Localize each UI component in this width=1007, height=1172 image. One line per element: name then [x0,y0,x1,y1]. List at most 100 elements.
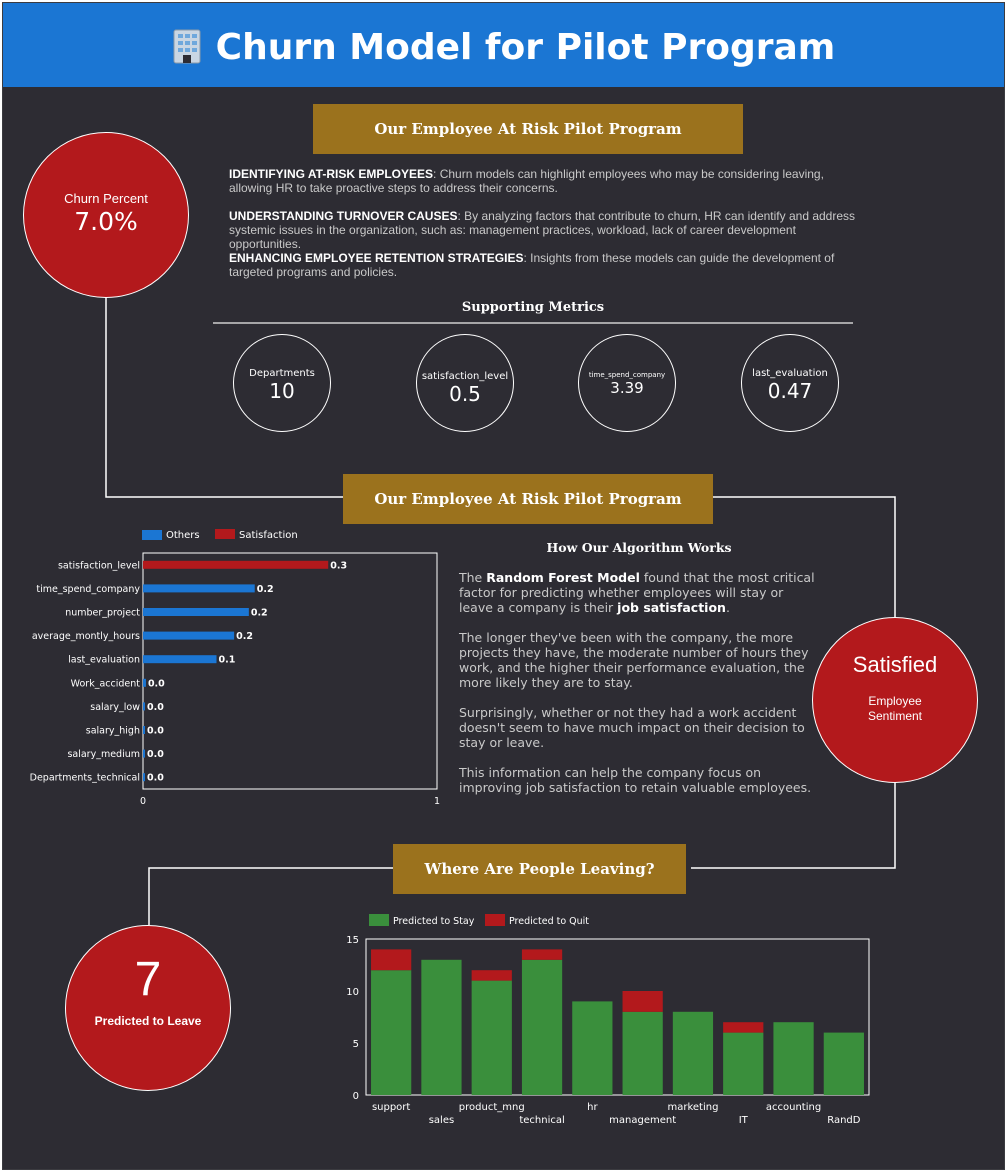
bar-average_montly_hours [143,631,235,640]
metric-departments: Departments 10 [233,334,331,432]
bar-stay-accounting [773,1022,814,1095]
x-tick-product_mng: product_mng [459,1102,525,1113]
data-label-salary_medium: 0.0 [147,749,164,760]
x-tick-technical: technical [519,1115,564,1126]
data-label-Work_accident: 0.0 [148,678,165,689]
bar-stay-sales [421,959,462,1095]
tick-label-salary_high: salary_high [86,726,140,737]
x-tick-management: management [609,1115,676,1126]
bar-satisfaction_level [143,560,329,569]
algorithm-paragraph-2: The longer they've been with the company… [459,630,809,690]
bar-quit-support [371,949,412,971]
metric-satisfaction-level: satisfaction_level 0.5 [416,334,514,432]
x-tick-marketing: marketing [667,1102,718,1113]
bar-salary_high [143,726,145,734]
metric-last-evaluation: last_evaluation 0.47 [741,334,839,432]
x-tick-1: 1 [434,796,440,807]
legend-label-satisfaction: Satisfaction [239,530,298,541]
x-tick-RandD: RandD [827,1115,861,1126]
plot-frame [365,938,870,1096]
algorithm-paragraph-1: The Random Forest Model found that the m… [459,570,815,615]
legend-label-others: Others [166,530,200,541]
section-title-where-leaving: Where Are People Leaving? [393,844,686,894]
bar-time_spend_company [143,584,255,593]
legend-swatch-stay [369,914,389,926]
predicted-to-leave-badge: 7 Predicted to Leave [65,925,231,1091]
connector-lines [105,297,896,925]
x-tick-support: support [372,1102,410,1113]
algorithm-paragraph-4: This information can help the company fo… [459,765,812,795]
intro-paragraph-2: UNDERSTANDING TURNOVER CAUSES: By analyz… [229,209,856,251]
metric-value: 3.39 [610,379,644,397]
sentiment-value: Satisfied [852,652,938,677]
data-label-salary_high: 0.0 [147,726,164,737]
metric-label: satisfaction_level [421,371,509,382]
supporting-metrics-title: Supporting Metrics [461,300,605,315]
data-label-last_evaluation: 0.1 [219,655,236,666]
tick-label-last_evaluation: last_evaluation [68,655,140,666]
tick-label-time_spend_company: time_spend_company [36,584,140,595]
section-title-pilot-program-2: Our Employee At Risk Pilot Program [343,474,713,524]
bar-stay-RandD [823,1032,864,1095]
legend-label-quit: Predicted to Quit [509,916,589,927]
tick-label-salary_medium: salary_medium [67,749,140,760]
tick-label-salary_low: salary_low [90,702,140,713]
plot-frame [142,552,438,790]
bar-salary_low [143,702,145,711]
y-tick-10: 10 [346,987,359,998]
x-tick-0: 0 [140,796,146,807]
employee-sentiment-badge: Satisfied Employee Sentiment [812,617,978,783]
y-tick-15: 15 [346,935,359,946]
metric-label: time_spend_company [588,371,666,379]
tick-label-Departments_technical: Departments_technical [30,773,140,784]
y-tick-5: 5 [353,1039,359,1050]
metric-label: last_evaluation [752,368,828,379]
bar-quit-IT [723,1022,764,1033]
algorithm-paragraph-3: Surprisingly, whether or not they had a … [459,705,805,750]
sentiment-label: Employee Sentiment [867,694,923,723]
bar-stay-product_mng [471,980,512,1095]
x-tick-hr: hr [587,1102,598,1113]
data-label-Departments_technical: 0.0 [147,773,164,784]
metric-time-spend-company: time_spend_company 3.39 [578,334,676,432]
churn-percent-badge: Churn Percent 7.0% [23,132,189,298]
x-tick-IT: IT [739,1115,749,1126]
predicted-label: Predicted to Leave [94,1014,202,1028]
data-label-satisfaction_level: 0.3 [330,560,347,571]
bar-quit-product_mng [471,970,512,981]
bar-quit-management [622,991,663,1012]
bar-stay-management [622,1011,663,1095]
dashboard-panel: Churn Percent 7.0% Our Employee At Risk … [3,87,1004,1169]
metric-label: Departments [249,368,315,379]
bar-last_evaluation [143,655,217,664]
section-title-pilot-program: Our Employee At Risk Pilot Program [313,104,743,154]
tick-label-number_project: number_project [65,608,140,619]
tick-label-Work_accident: Work_accident [71,678,141,689]
legend-swatch-quit [485,914,505,926]
churn-percent-label: Churn Percent [64,191,148,206]
bar-stay-hr [572,1001,613,1095]
tick-label-satisfaction_level: satisfaction_level [58,560,140,571]
tick-label-average_montly_hours: average_montly_hours [32,631,140,642]
bar-stay-marketing [672,1011,714,1095]
legend-label-stay: Predicted to Stay [393,916,475,927]
data-label-time_spend_company: 0.2 [257,584,274,595]
header-bar: Churn Model for Pilot Program [3,3,1004,87]
department-churn-chart: Predicted to Stay Predicted to Quit 0 5 10 15… [346,914,870,1126]
data-label-salary_low: 0.0 [147,702,164,713]
metric-value: 0.47 [767,379,813,403]
bar-stay-IT [723,1032,764,1095]
x-tick-accounting: accounting [766,1102,821,1113]
x-tick-sales: sales [429,1115,454,1126]
bar-stay-technical [521,959,563,1095]
data-label-number_project: 0.2 [251,608,268,619]
intro-paragraph-1: IDENTIFYING AT-RISK EMPLOYEES: Churn mod… [229,167,824,195]
legend-swatch-others [142,530,162,540]
feature-importance-chart: Others Satisfaction satisfaction_level 0.3 t… [30,529,440,807]
churn-percent-value: 7.0% [74,207,138,236]
data-label-average_montly_hours: 0.2 [236,631,253,642]
y-tick-0: 0 [353,1091,359,1102]
bar-Work_accident [143,678,146,687]
bar-stay-support [371,970,412,1095]
